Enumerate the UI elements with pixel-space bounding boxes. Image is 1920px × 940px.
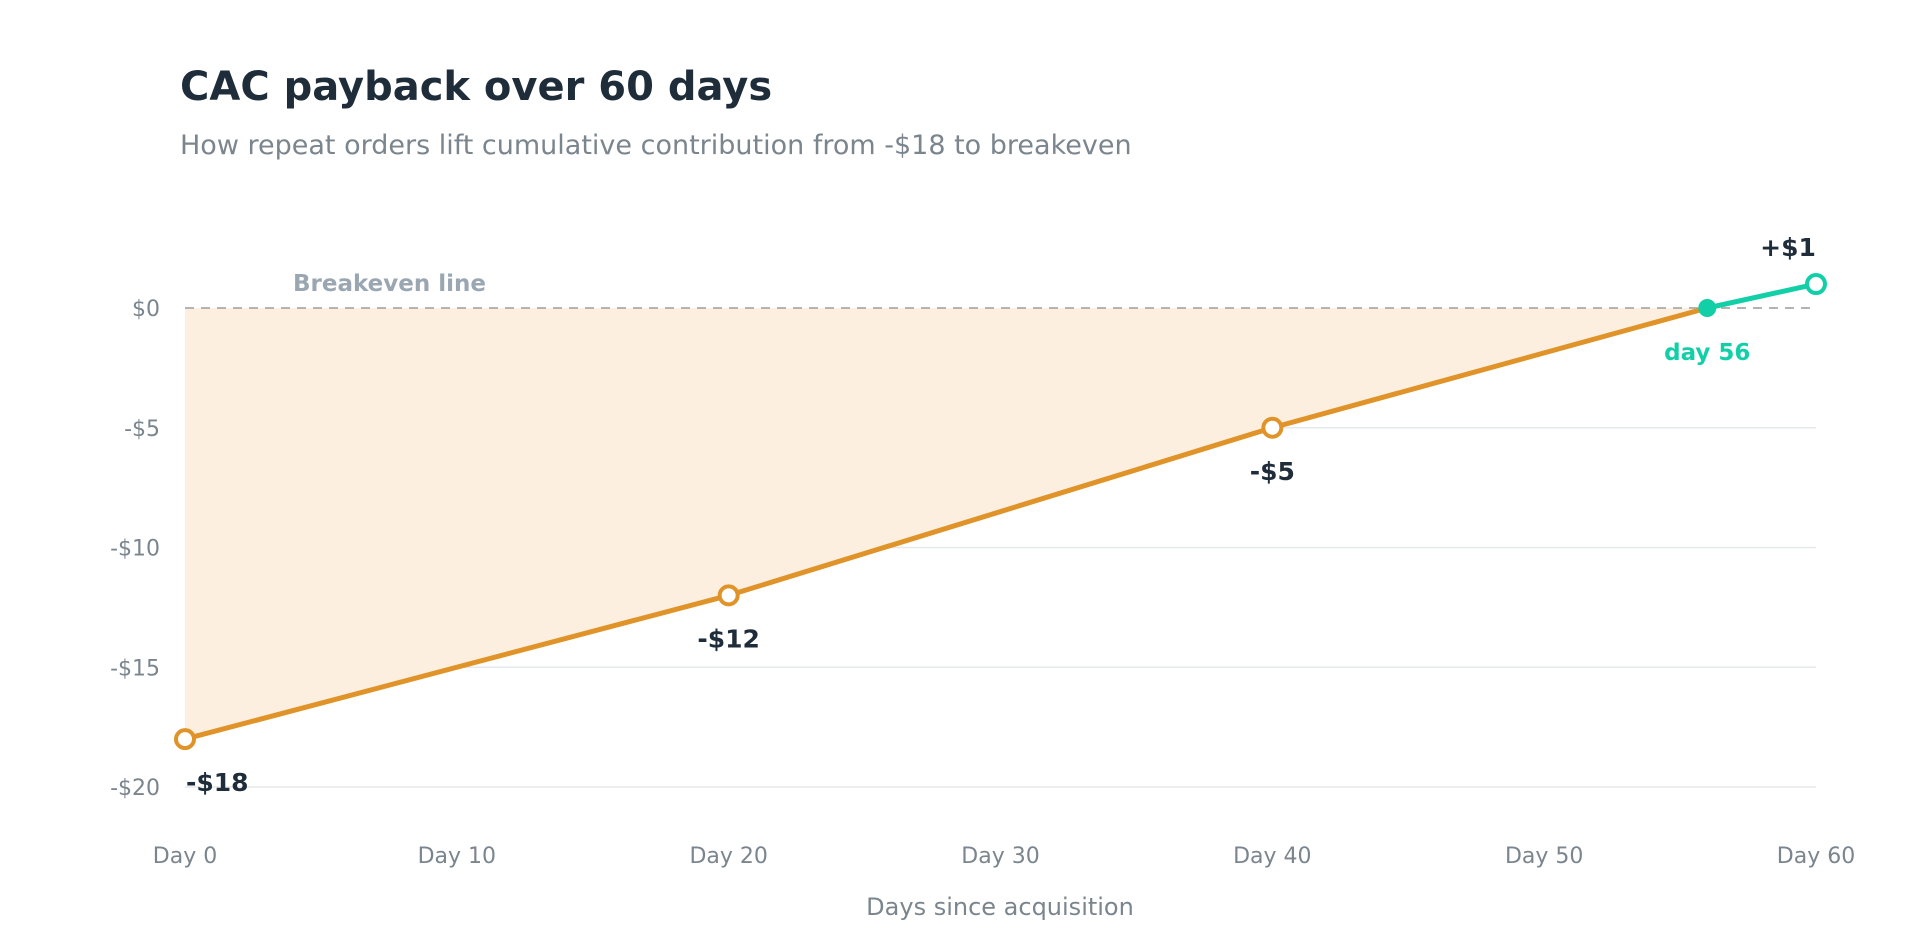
y-tick-label: -$10 [110, 537, 160, 562]
area-fill [185, 308, 1708, 740]
chart-subtitle: How repeat orders lift cumulative contri… [180, 130, 1132, 161]
data-point [717, 584, 740, 607]
x-tick-label: Day 30 [961, 844, 1039, 869]
x-tick-label: Day 10 [418, 844, 496, 869]
data-point [1261, 416, 1284, 439]
x-tick-label: Day 60 [1777, 844, 1855, 869]
x-tick-label: Day 0 [153, 844, 217, 869]
data-point [174, 728, 196, 751]
breakeven-label: Breakeven line [293, 271, 486, 297]
x-axis-label: Days since acquisition [866, 893, 1134, 921]
y-tick-label: -$15 [110, 656, 160, 681]
pre-payback-area [185, 308, 1708, 740]
payback-marker [1698, 299, 1717, 317]
data-points: -$18 -$12 -$5 +$1 day 56 [174, 233, 1827, 797]
pre-payback-line [182, 305, 1710, 742]
breakeven-reference: Breakeven line [185, 271, 1816, 309]
data-label: -$5 [1250, 457, 1295, 486]
x-axis-ticks: Day 0 Day 10 Day 20 Day 30 Day 40 Day 50 Day 6… [153, 844, 1855, 869]
chart-title: CAC payback over 60 days [180, 64, 773, 110]
x-tick-label: Day 40 [1233, 844, 1311, 869]
series-lines [182, 281, 1819, 742]
y-tick-label: -$5 [124, 417, 160, 442]
post-payback-line [1704, 281, 1819, 311]
x-tick-label: Day 20 [689, 844, 767, 869]
y-tick-label: $0 [132, 297, 160, 322]
y-tick-label: -$20 [110, 776, 160, 801]
data-label: +$1 [1760, 233, 1816, 262]
x-tick-label: Day 50 [1505, 844, 1583, 869]
payback-label: day 56 [1664, 340, 1750, 366]
y-axis-ticks: $0 -$5 -$10 -$15 -$20 [110, 297, 160, 801]
data-label: -$12 [697, 624, 760, 653]
data-label: -$18 [186, 768, 249, 797]
data-point [1805, 273, 1827, 296]
